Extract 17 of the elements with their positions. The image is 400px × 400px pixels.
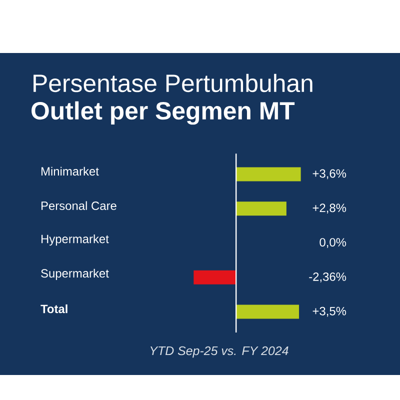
data-label: -2,36% [309, 272, 346, 282]
data-label: +2,8% [312, 204, 346, 214]
data-label: +3,6% [312, 169, 346, 180]
data-label: 0,0% [320, 238, 346, 248]
y-tick-label: Hypermarket [42, 234, 109, 246]
y-tick-label: Total [40, 304, 68, 314]
y-tick-label: Minimarket [42, 166, 99, 176]
bar [236, 202, 286, 216]
data-label: +3,5% [312, 306, 346, 317]
chart-subtitle: Outlet per Segmen MT [32, 101, 295, 125]
bar [236, 167, 301, 182]
y-tick-label: Personal Care [42, 201, 116, 210]
bar [194, 270, 236, 284]
chart-title: Persentase Pertumbuhan [34, 74, 312, 92]
bar [236, 304, 300, 319]
text: YTD Sep-25 vs. FY 2024 [150, 346, 288, 358]
y-tick-label: Supermarket [41, 268, 109, 280]
